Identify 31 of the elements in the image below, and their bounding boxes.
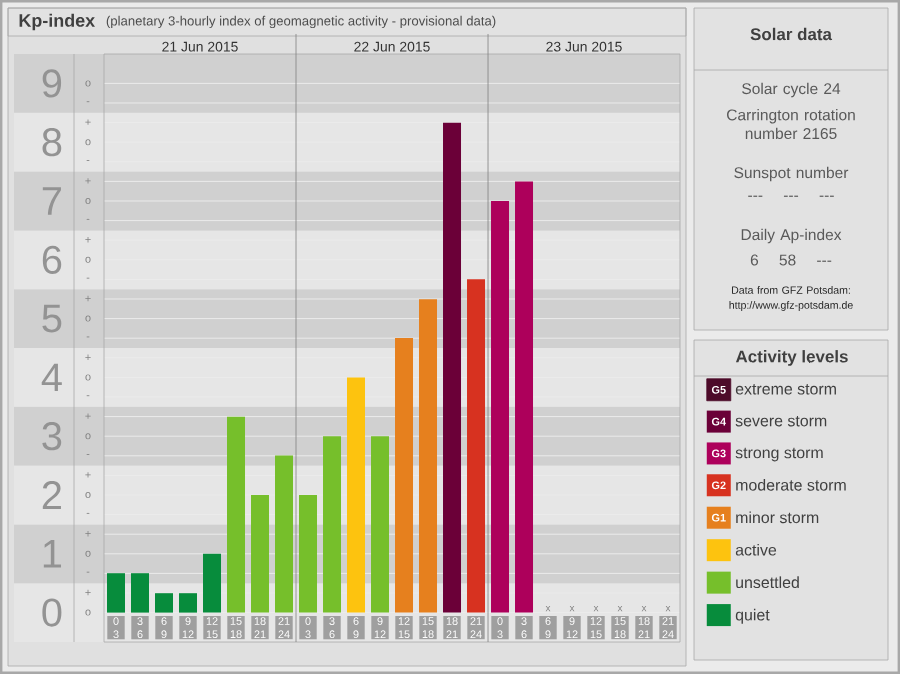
bar [107,573,126,613]
y-tick-label: 7 [42,187,61,215]
text: Solar data [750,27,833,41]
bar [179,593,198,613]
bar [323,436,342,613]
bar [371,436,390,613]
y-tick-label: 1 [43,540,62,568]
bar [443,122,462,613]
y-tick-label: 3 [42,422,62,451]
y-tick-label: 6 [42,245,62,274]
bar [491,200,510,613]
chart-title: Kp-index [19,13,95,31]
bar [347,377,366,613]
bar [275,455,294,613]
y-tick-label: 5 [42,304,62,333]
y-tick-label: 4 [41,363,62,392]
bar [155,593,174,613]
bar [251,495,270,613]
bar [515,181,534,613]
bar [299,495,318,613]
y-tick-label: 9 [42,69,62,98]
y-tick-label: 2 [42,481,61,509]
bar [227,416,246,613]
bar [395,338,414,613]
bar [131,573,150,613]
bar [419,299,438,613]
legend-title: Activity levels [735,350,848,366]
bar [203,553,222,613]
y-tick-label: 8 [42,128,62,157]
y-tick-label: 0 [42,598,62,627]
bar [467,279,486,613]
